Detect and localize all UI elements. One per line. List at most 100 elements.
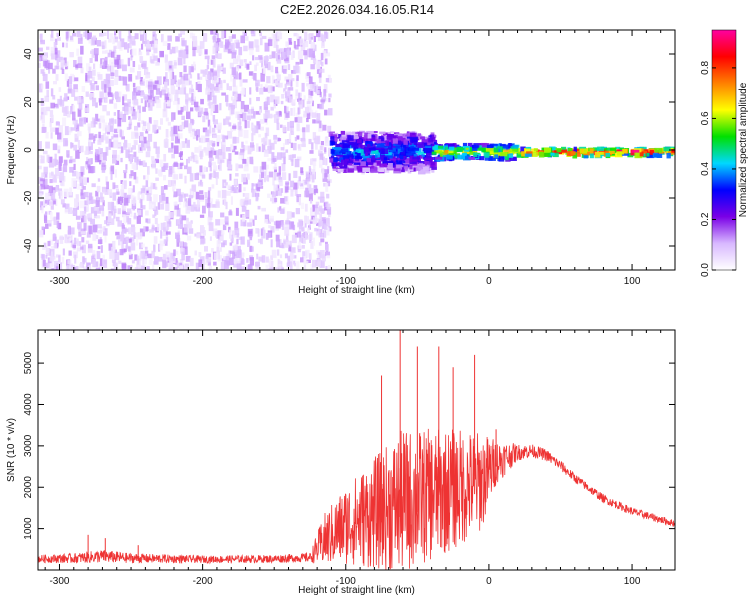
spectrogram-cell (473, 152, 478, 158)
spectrogram-cell (135, 132, 139, 139)
spectrogram-cell (63, 159, 68, 166)
spectrogram-cell (379, 163, 387, 168)
spectrogram-cell (242, 214, 246, 222)
spectrogram-cell (156, 99, 162, 109)
spectrogram-cell (225, 39, 230, 48)
spectrogram-cell (373, 162, 377, 166)
spectrogram-cell (140, 98, 143, 104)
spectrogram-cell (129, 174, 133, 179)
spectrogram-cell (366, 144, 371, 148)
spectrogram-cell (278, 177, 283, 183)
spectrogram-cell (296, 135, 300, 140)
spectrogram-cell (220, 66, 224, 70)
spectrogram-cell (128, 227, 132, 235)
spectrogram-cell (294, 158, 300, 168)
spectrogram-cell (238, 61, 242, 69)
snr-y-tick-label: 1000 (23, 517, 34, 540)
spectrogram-cell (48, 267, 52, 270)
spectrogram-cell (164, 88, 170, 93)
spectrogram-cell (185, 45, 189, 55)
spectrogram-cell (261, 207, 266, 212)
spectrogram-cell (418, 155, 423, 159)
spectrogram-cell (214, 30, 218, 36)
spectrogram-cell (309, 199, 313, 204)
spectrogram-cell (141, 194, 145, 201)
spectrogram-cell (178, 133, 183, 139)
spectrogram-cell (207, 261, 211, 266)
spectrogram-cell (415, 134, 421, 137)
spectrogram-cell (140, 140, 144, 148)
spectrogram-cell (92, 224, 98, 233)
spectrogram-cell (66, 265, 70, 270)
spectrogram-cell (217, 64, 221, 73)
spectrogram-cell (179, 214, 183, 220)
spectrogram-cell (127, 43, 130, 53)
spectrogram-cell (61, 68, 65, 74)
spectrogram-cell (70, 264, 76, 269)
spectrogram-cell (75, 149, 80, 159)
spectrogram-cell (58, 125, 63, 134)
spectrogram-cell (146, 141, 151, 149)
spectrogram-cell (106, 223, 110, 227)
spectrogram-cell (469, 152, 475, 155)
spectrogram-cell (280, 152, 286, 159)
spectrogram-cell (110, 171, 113, 180)
spectrogram-cell (113, 39, 119, 43)
spectrogram-cell (240, 266, 245, 270)
spectrogram-cell (267, 267, 270, 270)
spectrogram-cell (59, 262, 63, 270)
spectrogram-cell (276, 74, 281, 81)
spectrogram-cell (314, 84, 318, 93)
spectrogram-cell (113, 185, 119, 189)
spectrogram-cell (133, 87, 138, 93)
spectrogram-cell (162, 259, 167, 269)
spectrogram-cell (134, 125, 139, 131)
spectrogram-cell (250, 30, 255, 34)
spectrogram-cell (265, 164, 269, 170)
spectrogram-cell (84, 150, 89, 155)
spectrogram-cell (227, 159, 232, 167)
spectrogram-cell (123, 42, 128, 50)
spectrogram-cell (98, 146, 101, 155)
spectrogram-cell (271, 33, 276, 41)
spectrogram-cell (463, 153, 467, 156)
spectrogram-cell (169, 49, 172, 55)
spectrogram-cell (298, 241, 302, 249)
spectrogram-cell (186, 139, 190, 148)
spectrogram-cell (79, 178, 82, 183)
spectrogram-cell (68, 159, 73, 164)
spectrogram-cell (589, 148, 594, 154)
spectrogram-cell (284, 227, 290, 236)
spectrogram-cell (189, 66, 194, 73)
spectrogram-cell (213, 165, 218, 171)
spectrogram-cell (307, 227, 310, 234)
spectrogram-cell (312, 259, 317, 268)
spectrogram-cell (74, 237, 77, 245)
spectrogram-cell (194, 173, 199, 181)
spectrogram-cell (68, 207, 73, 214)
spectrogram-cell (204, 55, 210, 60)
spectrogram-cell (136, 86, 141, 94)
spectrogram-cell (165, 117, 169, 122)
spectrogram-cell (184, 198, 188, 203)
spectrogram-cell (234, 179, 238, 185)
spectrogram-cell (181, 79, 186, 88)
spectrogram-cell (98, 122, 102, 129)
spectrogram-cell (76, 247, 82, 252)
spectrogram-cell (325, 52, 331, 57)
spectrogram-cell (102, 133, 106, 141)
spectrogram-cell (117, 154, 120, 161)
spectrogram-cell (225, 201, 228, 210)
spectrogram-cell (208, 84, 214, 88)
spectrogram-cell (217, 158, 222, 164)
spectrogram-cell (281, 65, 285, 73)
spectrogram-cell (230, 144, 234, 151)
spectrogram-cell (102, 152, 107, 161)
spectrogram-cell (531, 148, 537, 153)
spectrogram-cell (599, 151, 605, 155)
spectrogram-cell (83, 266, 88, 270)
spectrogram-cell (457, 154, 465, 160)
spectrogram-cell (71, 89, 76, 97)
spectrogram-cell (99, 99, 102, 106)
